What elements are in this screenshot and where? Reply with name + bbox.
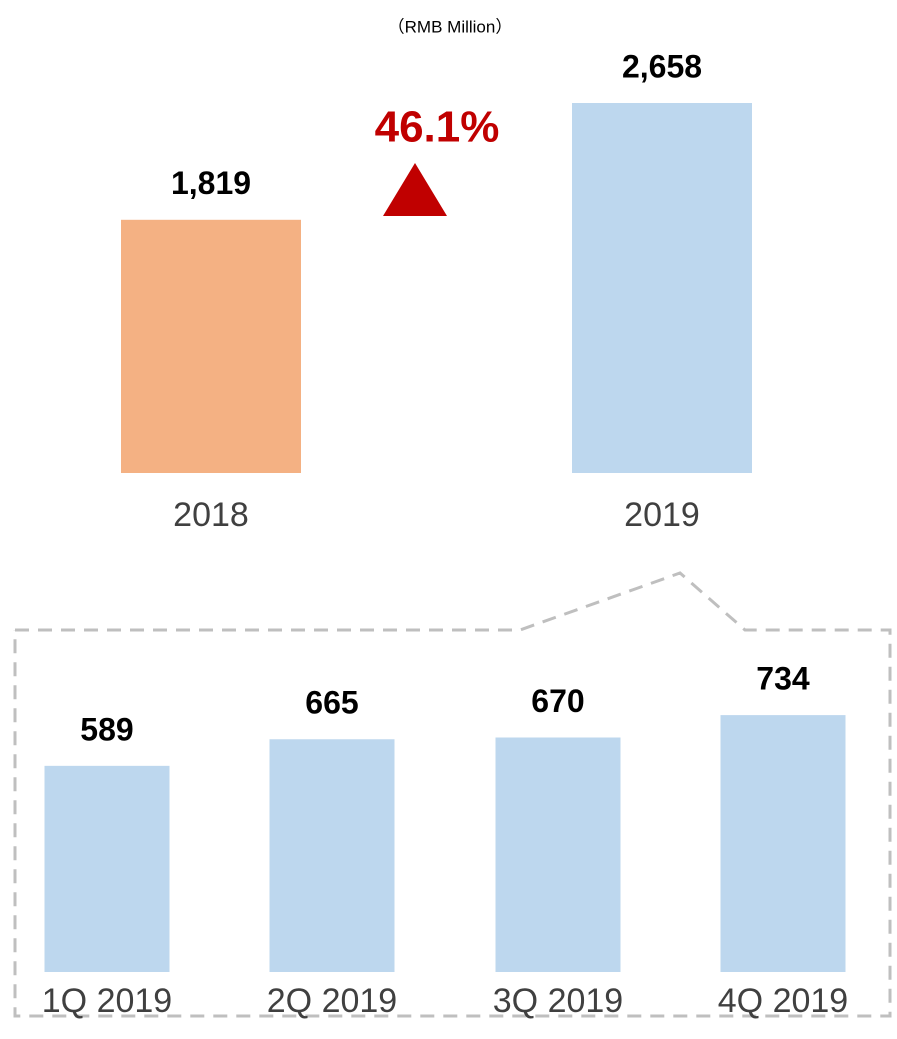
growth-arrow [383,163,447,216]
value-label: 665 [305,685,358,721]
bar [44,765,170,972]
category-label: 2Q 2019 [267,982,397,1020]
zoom-frame [13,571,892,1018]
growth-annotation: 46.1% [375,103,500,152]
chart-subtitle: （RMB Million） [388,17,513,36]
category-label: 4Q 2019 [718,982,848,1020]
category-label: 2019 [624,496,700,534]
value-label: 734 [756,661,810,697]
bar [572,103,752,473]
value-label: 589 [80,711,133,747]
category-label: 1Q 2019 [42,982,172,1020]
value-label: 2,658 [622,48,702,84]
value-label: 1,819 [171,165,251,201]
bar [269,739,395,972]
category-label: 2018 [173,496,249,534]
bar [720,715,846,972]
bar [121,219,301,473]
value-label: 670 [531,683,584,719]
bar [495,737,621,972]
category-label: 3Q 2019 [493,982,623,1020]
